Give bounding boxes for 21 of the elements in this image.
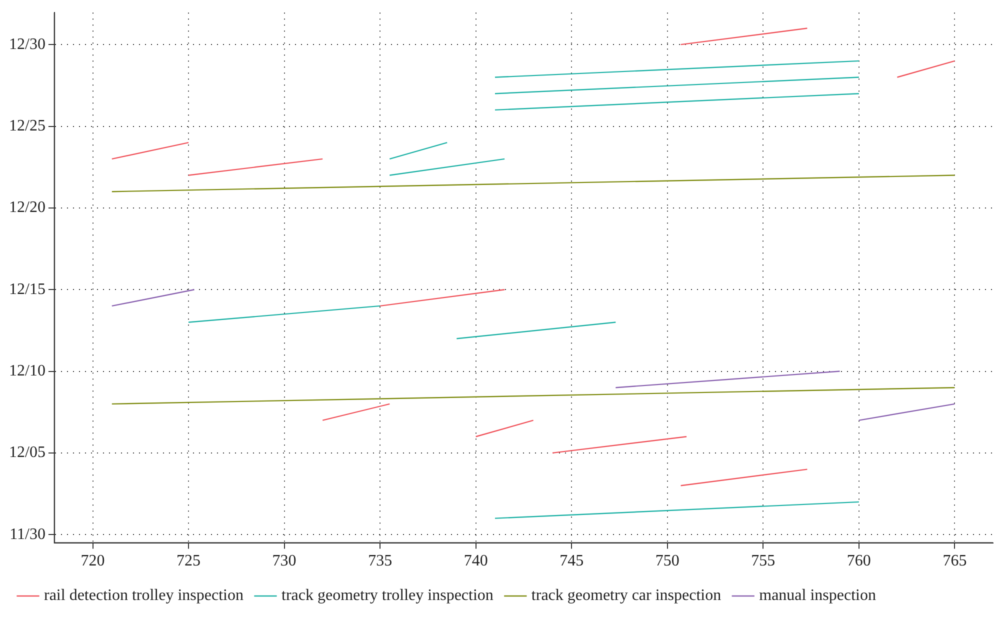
x-tick-label: 740	[464, 552, 488, 570]
x-tick-label: 735	[368, 552, 392, 570]
y-tick-label: 12/10	[8, 362, 46, 380]
y-tick-label: 12/15	[8, 280, 46, 298]
legend-label: rail detection trolley inspection	[44, 587, 244, 604]
legend-label: track geometry car inspection	[531, 587, 722, 604]
y-tick-label: 12/05	[8, 444, 46, 462]
x-tick-label: 720	[80, 552, 105, 570]
y-tick-label: 11/30	[10, 526, 46, 543]
x-tick-label: 760	[846, 552, 871, 570]
x-tick-label: 725	[176, 552, 201, 570]
x-tick-label: 730	[272, 552, 296, 570]
x-tick-label: 745	[560, 552, 584, 570]
x-tick-label: 765	[942, 552, 967, 570]
y-tick-label: 12/20	[8, 199, 46, 216]
x-tick-label: 755	[751, 552, 776, 570]
legend-label: track geometry trolley inspection	[281, 587, 494, 604]
x-tick-label: 750	[655, 552, 680, 570]
y-tick-label: 12/30	[8, 36, 46, 53]
legend-label: manual inspection	[759, 587, 876, 604]
y-tick-label: 12/25	[8, 117, 46, 134]
